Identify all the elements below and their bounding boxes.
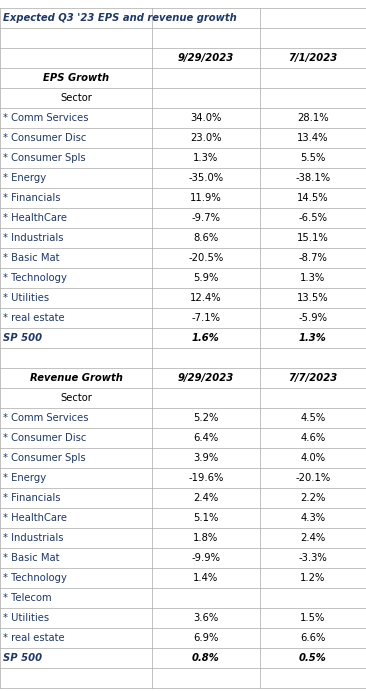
Text: 15.1%: 15.1% bbox=[297, 233, 329, 243]
Text: * Telecom: * Telecom bbox=[3, 593, 52, 603]
Text: 28.1%: 28.1% bbox=[297, 113, 329, 123]
Text: -20.5%: -20.5% bbox=[188, 253, 224, 263]
Text: 6.6%: 6.6% bbox=[300, 632, 326, 643]
Text: 13.5%: 13.5% bbox=[297, 293, 329, 303]
Text: -19.6%: -19.6% bbox=[188, 473, 224, 483]
Text: -9.9%: -9.9% bbox=[191, 553, 220, 562]
Text: * real estate: * real estate bbox=[3, 632, 64, 643]
Text: * Energy: * Energy bbox=[3, 173, 46, 183]
Text: 12.4%: 12.4% bbox=[190, 293, 222, 303]
Text: 14.5%: 14.5% bbox=[297, 193, 329, 203]
Text: 4.6%: 4.6% bbox=[300, 433, 325, 443]
Text: Expected Q3 '23 EPS and revenue growth: Expected Q3 '23 EPS and revenue growth bbox=[3, 13, 237, 23]
Text: * Basic Mat: * Basic Mat bbox=[3, 553, 59, 562]
Text: * HealthCare: * HealthCare bbox=[3, 213, 67, 223]
Text: Revenue Growth: Revenue Growth bbox=[30, 373, 122, 383]
Text: -9.7%: -9.7% bbox=[191, 213, 220, 223]
Text: -5.9%: -5.9% bbox=[298, 313, 328, 323]
Text: 2.4%: 2.4% bbox=[193, 493, 219, 503]
Text: 4.0%: 4.0% bbox=[300, 453, 325, 463]
Text: * Comm Services: * Comm Services bbox=[3, 113, 89, 123]
Text: * real estate: * real estate bbox=[3, 313, 64, 323]
Text: 4.3%: 4.3% bbox=[300, 513, 325, 522]
Text: -35.0%: -35.0% bbox=[188, 173, 223, 183]
Text: 2.4%: 2.4% bbox=[300, 533, 325, 542]
Text: 8.6%: 8.6% bbox=[193, 233, 219, 243]
Text: 1.3%: 1.3% bbox=[300, 273, 325, 283]
Text: * Financials: * Financials bbox=[3, 493, 60, 503]
Text: 1.4%: 1.4% bbox=[193, 573, 219, 583]
Text: * Consumer Disc: * Consumer Disc bbox=[3, 433, 86, 443]
Text: EPS Growth: EPS Growth bbox=[43, 73, 109, 83]
Text: -38.1%: -38.1% bbox=[295, 173, 330, 183]
Text: * Technology: * Technology bbox=[3, 573, 67, 583]
Text: Sector: Sector bbox=[60, 393, 92, 403]
Text: * Utilities: * Utilities bbox=[3, 613, 49, 623]
Text: SP 500: SP 500 bbox=[3, 333, 42, 343]
Text: 3.9%: 3.9% bbox=[193, 453, 219, 463]
Text: * Basic Mat: * Basic Mat bbox=[3, 253, 59, 263]
Text: 5.2%: 5.2% bbox=[193, 413, 219, 423]
Text: 23.0%: 23.0% bbox=[190, 133, 222, 143]
Text: 0.5%: 0.5% bbox=[299, 652, 327, 663]
Text: 34.0%: 34.0% bbox=[190, 113, 221, 123]
Text: 11.9%: 11.9% bbox=[190, 193, 222, 203]
Text: -6.5%: -6.5% bbox=[298, 213, 328, 223]
Text: * Energy: * Energy bbox=[3, 473, 46, 483]
Text: * Industrials: * Industrials bbox=[3, 533, 63, 542]
Text: 9/29/2023: 9/29/2023 bbox=[178, 373, 234, 383]
Text: 0.8%: 0.8% bbox=[192, 652, 220, 663]
Text: 1.5%: 1.5% bbox=[300, 613, 326, 623]
Text: 4.5%: 4.5% bbox=[300, 413, 325, 423]
Text: 5.9%: 5.9% bbox=[193, 273, 219, 283]
Text: 13.4%: 13.4% bbox=[297, 133, 329, 143]
Text: 1.2%: 1.2% bbox=[300, 573, 326, 583]
Text: * Comm Services: * Comm Services bbox=[3, 413, 89, 423]
Text: -8.7%: -8.7% bbox=[299, 253, 327, 263]
Text: SP 500: SP 500 bbox=[3, 652, 42, 663]
Text: 7/1/2023: 7/1/2023 bbox=[288, 53, 337, 64]
Text: * Industrials: * Industrials bbox=[3, 233, 63, 243]
Text: 7/7/2023: 7/7/2023 bbox=[288, 373, 337, 383]
Text: 1.3%: 1.3% bbox=[193, 153, 219, 163]
Text: 5.5%: 5.5% bbox=[300, 153, 326, 163]
Text: 1.6%: 1.6% bbox=[192, 333, 220, 343]
Text: Sector: Sector bbox=[60, 93, 92, 103]
Text: 1.8%: 1.8% bbox=[193, 533, 219, 542]
Text: * Financials: * Financials bbox=[3, 193, 60, 203]
Text: * Utilities: * Utilities bbox=[3, 293, 49, 303]
Text: 9/29/2023: 9/29/2023 bbox=[178, 53, 234, 64]
Text: -3.3%: -3.3% bbox=[299, 553, 327, 562]
Text: 1.3%: 1.3% bbox=[299, 333, 327, 343]
Text: 5.1%: 5.1% bbox=[193, 513, 219, 522]
Text: * Technology: * Technology bbox=[3, 273, 67, 283]
Text: 6.9%: 6.9% bbox=[193, 632, 219, 643]
Text: * Consumer Disc: * Consumer Disc bbox=[3, 133, 86, 143]
Text: * Consumer Spls: * Consumer Spls bbox=[3, 453, 86, 463]
Text: 6.4%: 6.4% bbox=[193, 433, 219, 443]
Text: 3.6%: 3.6% bbox=[193, 613, 219, 623]
Text: -20.1%: -20.1% bbox=[295, 473, 330, 483]
Text: * Consumer Spls: * Consumer Spls bbox=[3, 153, 86, 163]
Text: 2.2%: 2.2% bbox=[300, 493, 326, 503]
Text: -7.1%: -7.1% bbox=[191, 313, 220, 323]
Text: * HealthCare: * HealthCare bbox=[3, 513, 67, 522]
